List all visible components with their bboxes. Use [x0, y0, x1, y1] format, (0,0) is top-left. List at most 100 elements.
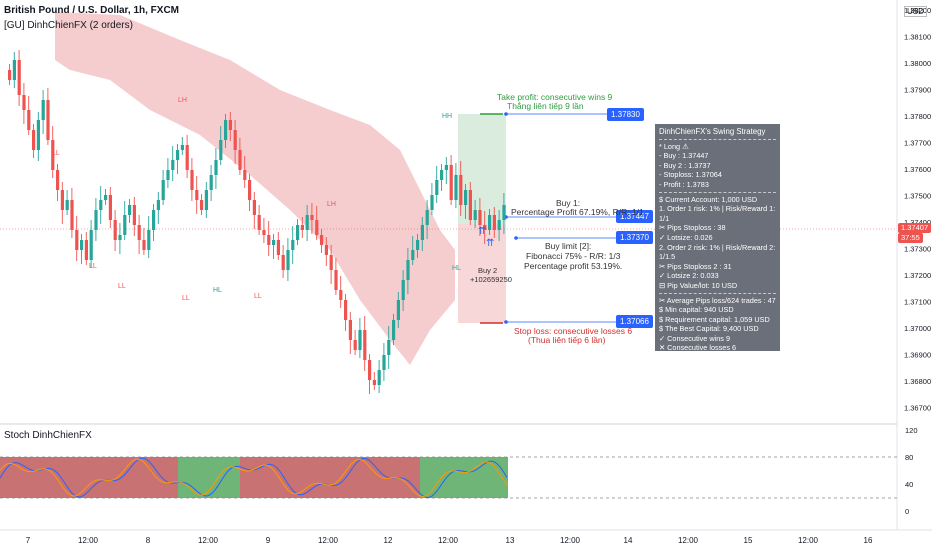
candle-body — [444, 165, 448, 170]
candle-body — [406, 260, 410, 280]
price-axis-label: 1.37700 — [904, 139, 931, 148]
candle-body — [70, 200, 74, 230]
candle-body — [454, 175, 458, 200]
info-line: ✓ Lotsize: 0.026 — [659, 232, 713, 242]
time-axis-label: 12:00 — [318, 536, 339, 545]
candle-body — [75, 230, 79, 250]
stop-loss-tag: 1.37066 — [616, 315, 653, 328]
info-line: ✕ Consecutive losses 6 — [659, 343, 737, 351]
tp-note-1: Take profit: consecutive wins 9 — [497, 92, 613, 102]
info-line: ✓ Consecutive wins 9 — [659, 333, 731, 343]
candle-body — [324, 245, 328, 255]
stoch-zone — [0, 457, 178, 498]
candle-body — [300, 225, 304, 230]
info-line: $ The Best Capital: 9,400 USD — [659, 324, 759, 334]
stop-loss-zone — [458, 224, 506, 323]
info-block-1: * Long ⚠ - Buy : 1.37447- Buy 2 : 1.3737-… — [659, 142, 776, 190]
stoch-axis-label: 120 — [905, 426, 918, 435]
candle-body — [339, 290, 343, 300]
candle-body — [209, 175, 213, 190]
time-axis-label: 12:00 — [560, 536, 581, 545]
price-axis-label: 1.37000 — [904, 324, 931, 333]
candle-body — [305, 215, 309, 230]
take-profit-zone — [458, 114, 506, 224]
candle-body — [51, 140, 55, 170]
candle-body — [104, 195, 108, 200]
candle-body — [22, 95, 26, 110]
stoch-d-line — [0, 458, 508, 498]
buylimit-note-1: Buy limit [2]: — [545, 241, 592, 251]
candle-body — [286, 250, 290, 270]
price-axis-label: 1.38000 — [904, 59, 931, 68]
buylimit-note-3: Percentage profit 53.19%. — [524, 261, 623, 271]
info-line: 2. Order 2 risk: 1% | Risk/Reward 2: 1/1… — [659, 242, 776, 262]
indicator-title[interactable]: [GU] DinhChienFX (2 orders) — [4, 20, 133, 31]
info-line: ⊟ Pip Value/lot: 10 USD — [659, 280, 738, 290]
candle-body — [488, 215, 492, 230]
swing-marker-ll: LL — [52, 150, 60, 157]
candle-body — [195, 190, 199, 200]
info-line: ✓ Lotsize 2: 0.033 — [659, 271, 719, 281]
candle-body — [291, 240, 295, 250]
candle-body — [334, 270, 338, 290]
connector-dot — [504, 112, 508, 116]
candle-body — [166, 170, 170, 180]
candle-body — [8, 70, 12, 80]
buy1-note-1: Buy 1: — [556, 198, 581, 208]
price-axis-label: 1.37900 — [904, 86, 931, 95]
time-axis-label: 12:00 — [198, 536, 219, 545]
time-axis-label: 12:00 — [78, 536, 99, 545]
candle-body — [272, 240, 276, 245]
candle-body — [267, 235, 271, 245]
info-line: - Profit : 1.3783 — [659, 179, 709, 189]
candle-body — [358, 330, 362, 350]
candle-body — [377, 370, 381, 385]
candle-body — [123, 215, 127, 235]
candle-body — [137, 225, 141, 240]
stoch-axis-label: 80 — [905, 453, 913, 462]
candle-body — [128, 205, 132, 215]
candle-body — [200, 200, 204, 210]
candle-body — [41, 100, 45, 120]
buy2-label: Buy 2 — [478, 266, 498, 275]
candle-body — [238, 150, 242, 170]
candle-body — [152, 210, 156, 230]
candle-body — [401, 280, 405, 300]
candle-body — [80, 240, 84, 250]
price-axis-label: 1.38200 — [904, 6, 931, 15]
swing-marker-hh: HH — [442, 113, 452, 120]
currency-label[interactable]: USD — [904, 6, 927, 17]
stoch-title[interactable]: Stoch DinhChienFX — [4, 430, 92, 441]
candle-body — [449, 165, 453, 200]
candle-body — [36, 120, 40, 150]
candle-body — [473, 210, 477, 220]
price-axis-label: 1.37800 — [904, 112, 931, 121]
candle-body — [329, 255, 333, 270]
time-axis-label: 9 — [266, 536, 271, 545]
take-profit-tag: 1.37830 — [607, 108, 644, 121]
stoch-axis-label: 0 — [905, 507, 909, 516]
strategy-info-panel: DinhChienFX's Swing Strategy * Long ⚠ - B… — [655, 124, 780, 351]
candle-body — [94, 210, 98, 230]
candle-body — [368, 360, 372, 380]
swing-marker-ll: LL — [89, 263, 97, 270]
candle-body — [492, 215, 496, 230]
candle-body — [32, 130, 36, 150]
time-axis-label: 15 — [744, 536, 753, 545]
candle-body — [363, 330, 367, 360]
price-axis-label: 1.36900 — [904, 351, 931, 360]
countdown-tag: 37:55 — [898, 233, 923, 243]
sl-note-1: Stop loss: consecutive losses 6 — [514, 326, 633, 336]
candle-body — [281, 255, 285, 270]
candle-body — [296, 225, 300, 240]
candle-body — [60, 190, 64, 210]
candle-body — [214, 160, 218, 175]
candle-body — [180, 145, 184, 150]
info-block-3: ✂ Average Pips loss/624 trades : 47 $ Min… — [659, 296, 776, 352]
candle-body — [84, 240, 88, 260]
time-axis-label: 13 — [506, 536, 515, 545]
price-axis-label: 1.36700 — [904, 404, 931, 413]
candle-body — [252, 200, 256, 215]
swing-marker-lh: LH — [178, 97, 187, 104]
